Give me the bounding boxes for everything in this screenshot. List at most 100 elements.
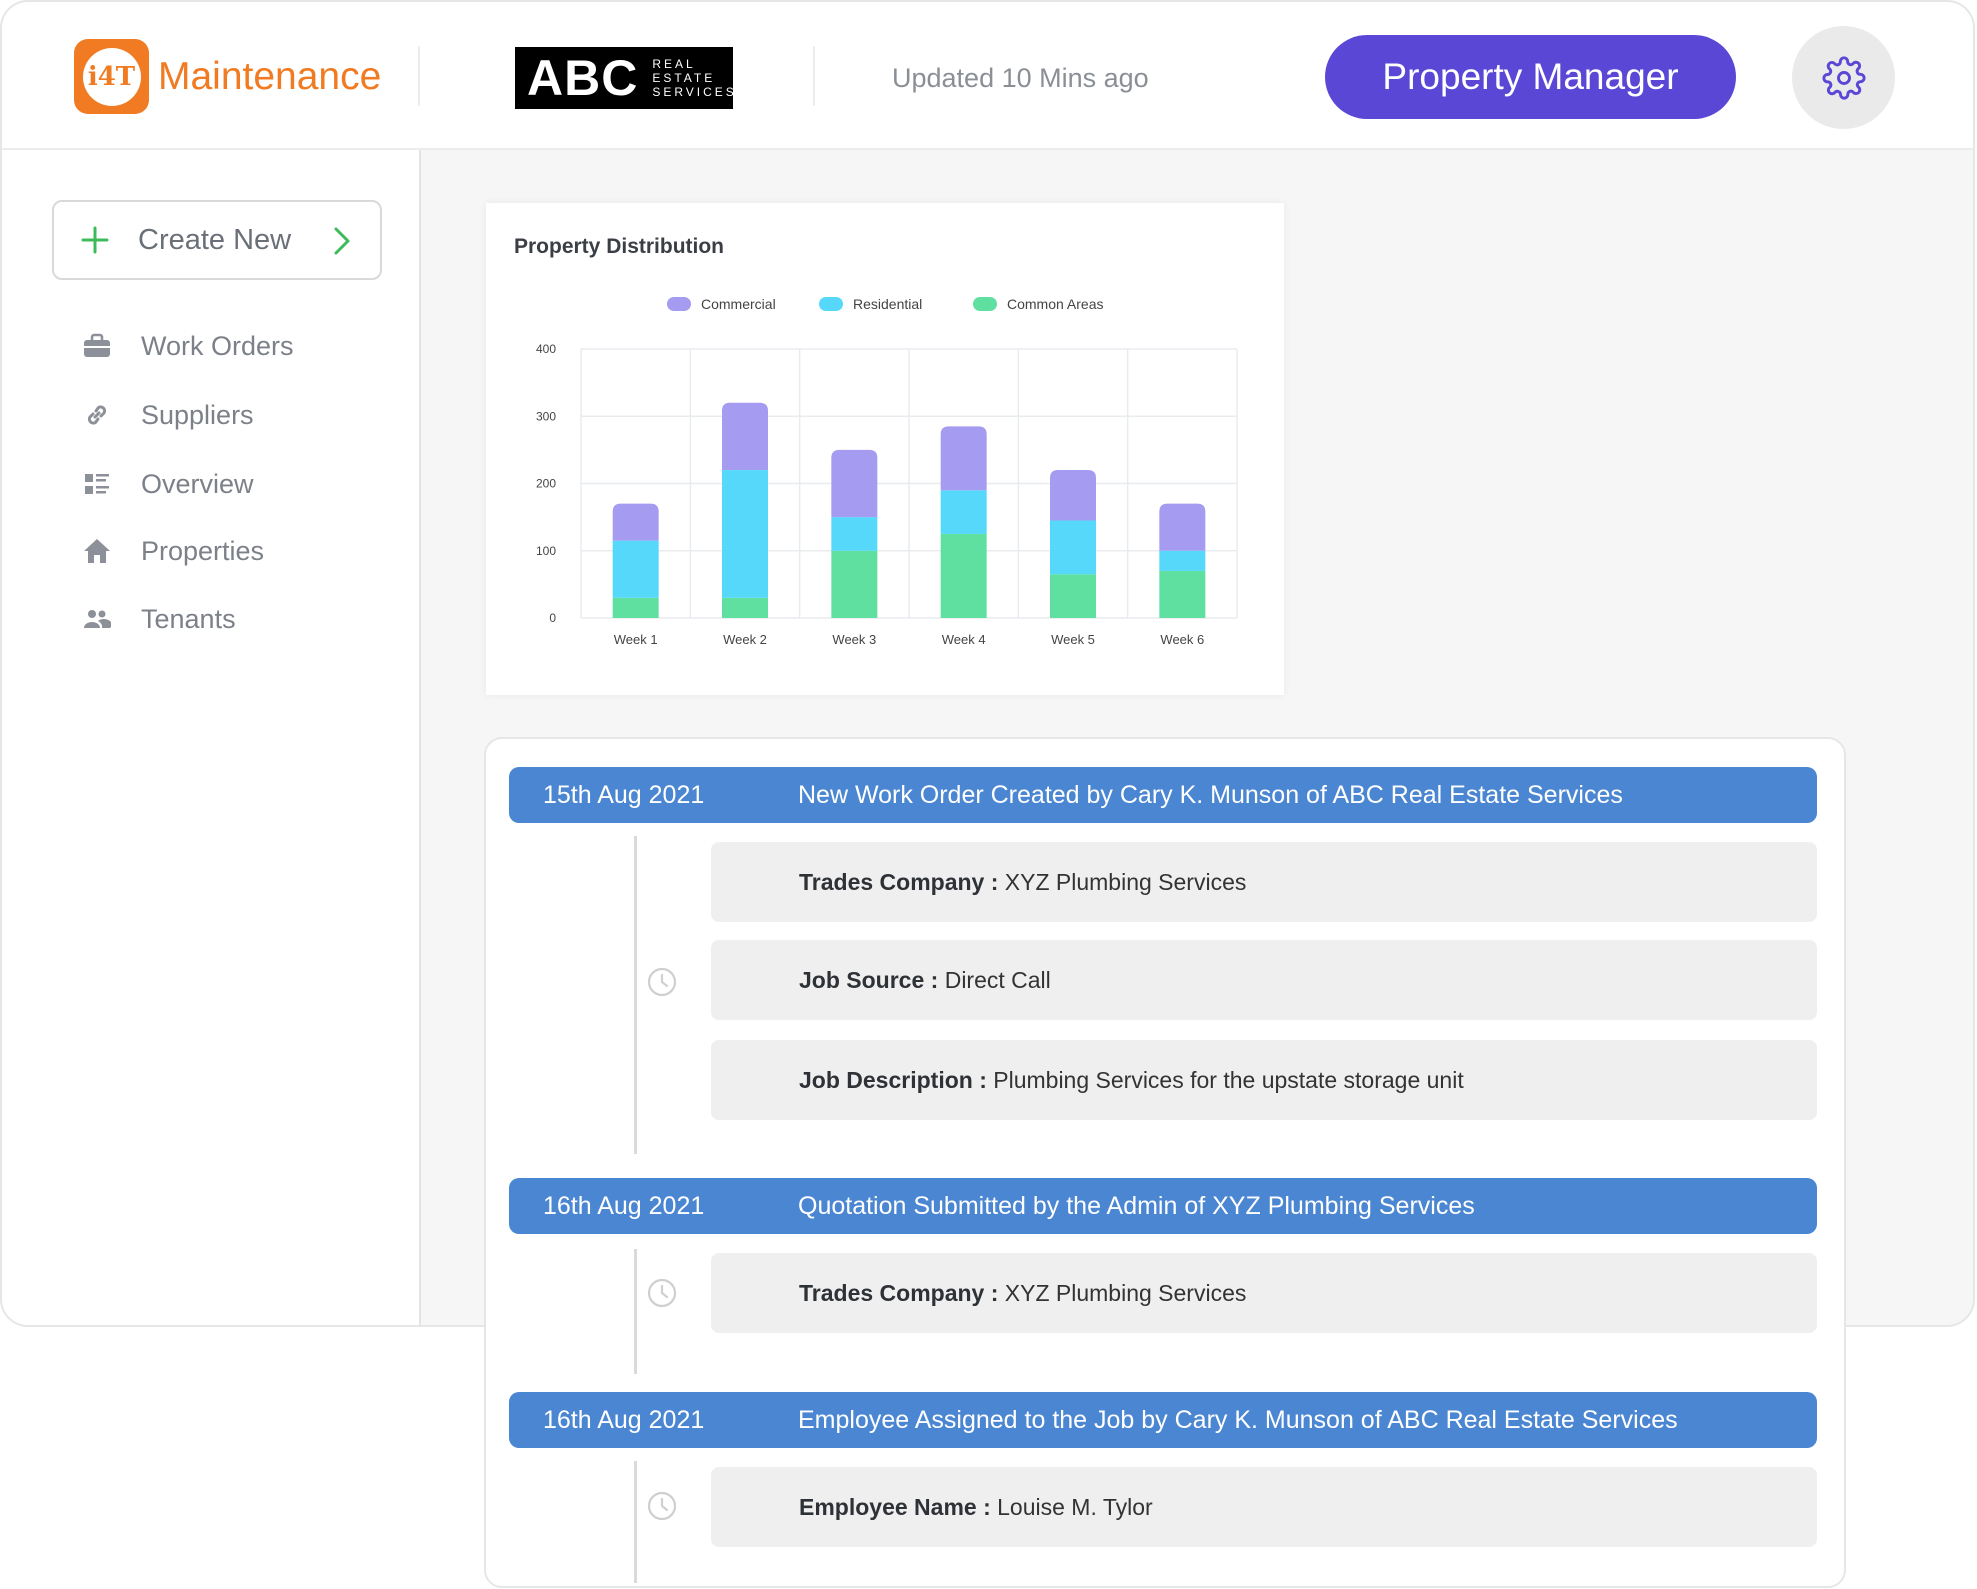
timeline-connector (634, 1249, 637, 1374)
chart-bar-segment (612, 540, 659, 598)
sidebar-item-label: Work Orders (141, 330, 294, 361)
company-logo-line1: REAL (652, 57, 696, 71)
timeline-detail-row: Job Description : Plumbing Services for … (711, 1040, 1817, 1120)
sidebar-item-work-orders[interactable]: Work Orders (82, 326, 294, 366)
timeline-date: 16th Aug 2021 (543, 1192, 705, 1220)
chart-legend-swatch (667, 297, 691, 311)
clock-icon (647, 1491, 677, 1521)
last-updated-text: Updated 10 Mins ago (892, 63, 1149, 93)
chart-x-tick-label: Week 5 (1051, 632, 1095, 647)
chart-x-tick-label: Week 6 (1160, 632, 1204, 647)
chart-x-tick-label: Week 2 (723, 632, 767, 647)
chart-bar-segment (831, 449, 878, 518)
chart-bar-segment (1159, 503, 1206, 551)
sidebar-item-label: Properties (141, 535, 265, 566)
app-window: i4T Maintenance ABC REAL ESTATE SERVICES… (0, 0, 1975, 1327)
sidebar-item-label: Suppliers (141, 399, 254, 430)
activity-timeline: 15th Aug 2021 New Work Order Created by … (484, 737, 1846, 1588)
chevron-right-icon (334, 227, 350, 255)
chart-legend-label: Common Areas (1007, 296, 1103, 312)
chart-bar-segment (940, 490, 987, 534)
app-logo[interactable]: i4T (74, 39, 149, 114)
timeline-title: Quotation Submitted by the Admin of XYZ … (798, 1192, 1475, 1220)
home-icon (82, 536, 112, 566)
timeline-connector (634, 836, 637, 1154)
detail-label: Job Description : (799, 1067, 987, 1093)
detail-value: Direct Call (944, 967, 1051, 993)
list-icon (82, 469, 112, 499)
property-distribution-chart: Property Distribution 0 100 200 300 400 Week … (486, 203, 1284, 695)
detail-label: Employee Name : (799, 1494, 991, 1520)
chart-bar-segment (722, 597, 768, 618)
detail-value: XYZ Plumbing Services (1004, 1280, 1247, 1306)
timeline-entry-header[interactable]: 15th Aug 2021 New Work Order Created by … (509, 767, 1817, 823)
chart-bar-segment (1159, 550, 1206, 571)
chart-bar-segment (722, 402, 768, 471)
detail-value: Louise M. Tylor (997, 1494, 1153, 1520)
chart-bar-segment (1159, 570, 1206, 618)
chart-bar-segment (831, 550, 878, 618)
detail-label: Job Source : (799, 967, 939, 993)
chart-bar-segment (1050, 470, 1096, 521)
property-manager-button[interactable]: Property Manager (1325, 35, 1736, 119)
chart-bar-segment (1050, 574, 1096, 618)
create-new-button[interactable]: Create New (52, 200, 382, 280)
app-name: Maintenance (158, 55, 382, 98)
chart-bar-segment (612, 597, 659, 618)
settings-button[interactable] (1792, 26, 1895, 129)
chart-x-tick-label: Week 3 (832, 632, 876, 647)
timeline-entry-header[interactable]: 16th Aug 2021 Employee Assigned to the J… (509, 1392, 1817, 1448)
timeline-detail-row: Job Source : Direct Call (711, 940, 1817, 1020)
chart-bar-segment (831, 517, 878, 551)
top-header: i4T Maintenance ABC REAL ESTATE SERVICES… (2, 2, 1973, 150)
detail-value: XYZ Plumbing Services (1004, 869, 1247, 895)
company-logo-abc: ABC (527, 50, 639, 106)
clock-icon (647, 967, 677, 997)
company-logo: ABC REAL ESTATE SERVICES (515, 47, 736, 109)
chart-x-tick-label: Week 1 (614, 632, 658, 647)
company-logo-subtitle: REAL ESTATE SERVICES (652, 57, 736, 99)
header-divider (813, 46, 815, 106)
sidebar: Create New Work Orders Suppliers Overvie… (2, 150, 421, 1325)
detail-label: Trades Company : (799, 869, 999, 895)
chart-y-tick-label: 100 (536, 544, 556, 558)
chart-legend-label: Residential (853, 296, 922, 312)
timeline-date: 16th Aug 2021 (543, 1406, 705, 1434)
chart-bar-segment (940, 426, 987, 491)
chart-title: Property Distribution (514, 235, 725, 258)
timeline-title: New Work Order Created by Cary K. Munson… (798, 781, 1623, 809)
timeline-detail-row: Trades Company : XYZ Plumbing Services (711, 1253, 1817, 1333)
create-new-label: Create New (138, 223, 292, 256)
chart-bar-segment (722, 470, 768, 598)
plus-icon (81, 226, 109, 254)
chart-x-tick-label: Week 4 (942, 632, 986, 647)
timeline-detail-row: Trades Company : XYZ Plumbing Services (711, 842, 1817, 922)
gear-icon (1821, 55, 1866, 100)
chart-bar-segment (1050, 520, 1096, 575)
company-logo-line2: ESTATE (652, 71, 716, 85)
sidebar-item-tenants[interactable]: Tenants (82, 599, 236, 639)
chart-plot: 0 100 200 300 400 Week 1 Week 2 Week 3 Week 4 Wee… (536, 296, 1238, 647)
sidebar-item-suppliers[interactable]: Suppliers (82, 395, 254, 435)
timeline-detail-row: Employee Name : Louise M. Tylor (711, 1467, 1817, 1547)
chart-bar-segment (940, 533, 987, 618)
chart-y-tick-label: 0 (549, 611, 556, 625)
people-icon (82, 604, 112, 634)
chart-y-tick-label: 200 (536, 477, 556, 491)
detail-label: Trades Company : (799, 1280, 999, 1306)
chart-legend-swatch (973, 297, 997, 311)
sidebar-item-label: Overview (141, 468, 254, 499)
app-logo-mark: i4T (82, 47, 141, 106)
sidebar-item-properties[interactable]: Properties (82, 531, 264, 571)
chart-legend-swatch (819, 297, 843, 311)
link-icon (82, 400, 112, 430)
timeline-connector (634, 1461, 637, 1583)
timeline-entry-header[interactable]: 16th Aug 2021 Quotation Submitted by the… (509, 1178, 1817, 1234)
chart-legend-label: Commercial (701, 296, 776, 312)
clock-icon (647, 1278, 677, 1308)
detail-value: Plumbing Services for the upstate storag… (993, 1067, 1464, 1093)
chart-y-tick-label: 300 (536, 409, 556, 423)
timeline-title: Employee Assigned to the Job by Cary K. … (798, 1406, 1678, 1434)
chart-bar-segment (612, 503, 659, 541)
sidebar-item-overview[interactable]: Overview (82, 464, 254, 504)
